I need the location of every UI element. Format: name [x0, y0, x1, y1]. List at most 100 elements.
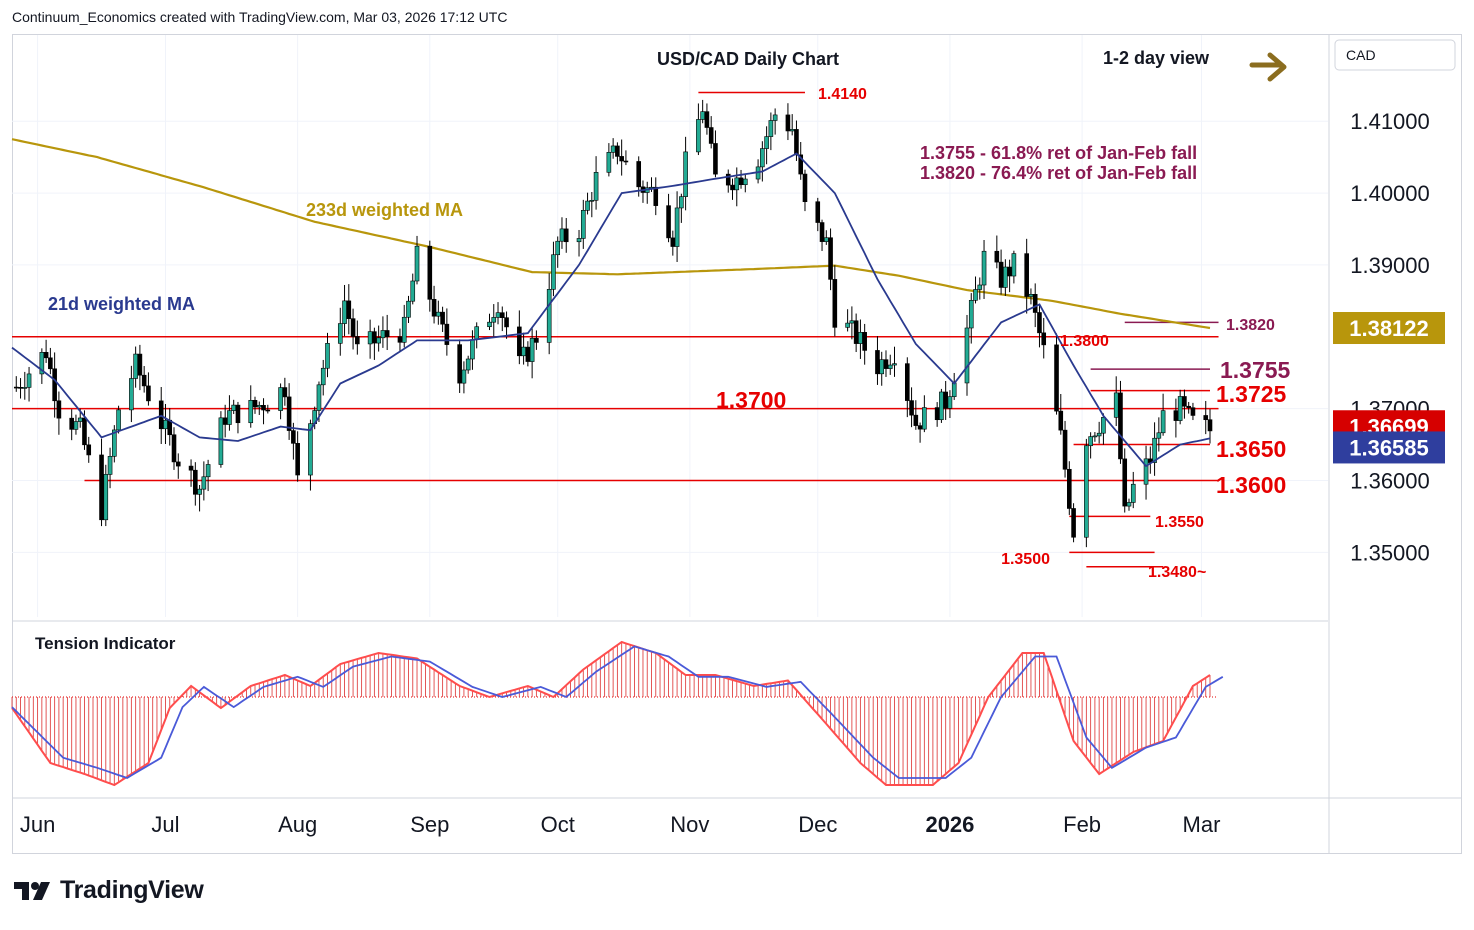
candle-body	[905, 363, 910, 401]
candle-up	[129, 365, 134, 423]
candle-body	[964, 327, 970, 384]
candle-up	[107, 447, 113, 489]
candle-body	[175, 461, 181, 467]
candle-body	[734, 177, 740, 191]
candle-body	[1096, 432, 1102, 437]
candle-body	[248, 400, 254, 424]
candle-down	[346, 284, 352, 335]
candle-down	[1054, 333, 1059, 415]
candle-body	[832, 279, 838, 328]
candle-body	[1007, 266, 1012, 277]
candle-up	[39, 348, 45, 384]
candle-body	[994, 250, 1000, 263]
candle-body	[372, 331, 377, 344]
tradingview-logo[interactable]: TradingView	[14, 876, 204, 905]
candle-down	[384, 314, 390, 350]
time-tick: Nov	[670, 812, 709, 837]
candle-up	[551, 241, 556, 297]
candle-down	[1190, 402, 1196, 421]
candle-body	[141, 374, 147, 387]
candle-down	[440, 306, 445, 332]
candle-body	[18, 387, 23, 389]
candle-body	[819, 222, 825, 242]
candle-body	[1032, 294, 1038, 313]
candle-body	[133, 353, 138, 379]
candle-down	[1032, 283, 1038, 328]
candle-up	[764, 126, 769, 165]
candle-body	[798, 154, 804, 175]
candle-body	[589, 199, 595, 202]
candle-body	[1207, 419, 1213, 432]
candle-body	[1130, 483, 1136, 503]
candle-down	[1067, 461, 1072, 515]
candle-body	[1126, 502, 1132, 507]
time-tick: Oct	[541, 812, 575, 837]
candle-down	[56, 391, 62, 435]
candle-body	[683, 151, 688, 197]
candle-body	[875, 350, 880, 375]
candle-up	[580, 199, 586, 249]
candle-up	[487, 313, 492, 331]
candle-body	[137, 353, 143, 376]
candle-down	[427, 240, 433, 312]
candle-body	[666, 205, 671, 239]
candle-up	[559, 217, 565, 249]
candle-body	[116, 409, 121, 431]
candle-up	[376, 325, 381, 352]
candle-up	[696, 103, 701, 156]
candle-body	[286, 396, 292, 431]
candle-body	[171, 434, 177, 463]
candle-body	[22, 387, 28, 389]
candle-body	[401, 316, 407, 343]
currency-box	[1334, 39, 1456, 71]
candle-down	[615, 142, 620, 165]
candle-body	[636, 161, 642, 188]
candle-up	[367, 319, 373, 359]
candle-down	[704, 103, 710, 135]
candle-up	[939, 388, 944, 423]
candle-up	[546, 273, 552, 355]
candle-up	[968, 293, 974, 344]
candle-up	[981, 239, 987, 299]
candle-body	[858, 332, 863, 344]
candle-body	[917, 425, 923, 430]
candle-body	[56, 400, 62, 419]
price-tick: 1.39000	[1350, 253, 1430, 278]
candle-down	[913, 400, 919, 430]
candle-body	[845, 322, 850, 328]
candle-up	[1101, 413, 1106, 445]
candle-up	[491, 304, 497, 338]
candle-body	[252, 400, 258, 408]
candle-body	[39, 352, 45, 375]
arrow-shape	[1249, 52, 1287, 82]
candle-up	[964, 314, 970, 396]
candle-up	[892, 346, 897, 377]
candle-body	[193, 469, 198, 495]
candle-up	[73, 414, 79, 435]
candle-up	[674, 191, 680, 262]
candle-down	[1024, 238, 1029, 314]
candle-body	[308, 423, 313, 476]
candle-down	[517, 310, 522, 365]
candle-body	[355, 336, 360, 345]
candle-body	[704, 111, 710, 128]
candle-body	[77, 417, 83, 422]
ma21-price-tag-label: 1.36585	[1349, 435, 1429, 460]
candle-body	[112, 429, 117, 457]
candle-up	[380, 316, 386, 348]
candle-up	[1088, 432, 1093, 459]
candle-body	[1173, 410, 1179, 421]
candle-down	[798, 142, 804, 180]
candle-up	[644, 181, 650, 204]
candle-body	[1203, 415, 1209, 421]
candle-body	[1182, 396, 1187, 407]
candle-body	[1143, 458, 1149, 485]
candle-body	[325, 343, 330, 369]
candle-body	[1092, 435, 1098, 438]
candle-body	[499, 312, 505, 318]
candle-down	[785, 103, 791, 141]
candle-down	[725, 169, 731, 193]
candle-up	[116, 405, 121, 434]
candle-body	[227, 410, 232, 425]
